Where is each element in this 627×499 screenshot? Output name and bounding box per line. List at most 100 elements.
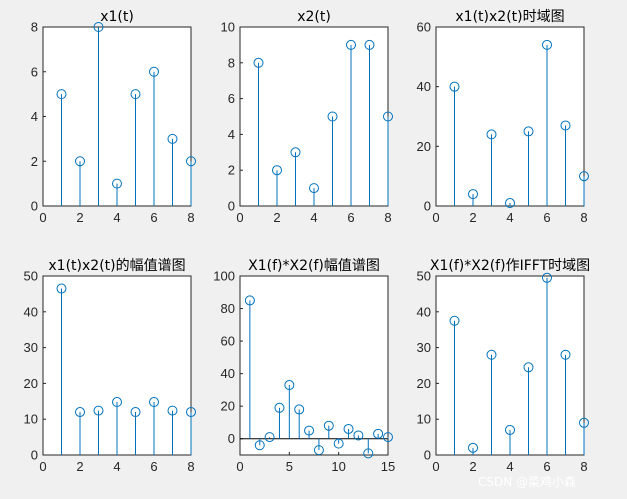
axes-box — [239, 26, 389, 207]
x-tick-label: 6 — [347, 210, 354, 225]
stem-marker — [579, 171, 589, 182]
x-tick-label: 2 — [469, 459, 476, 474]
stem-marker — [346, 39, 356, 50]
stem-marker — [560, 120, 571, 131]
stem-marker — [364, 39, 375, 50]
stem-marker — [244, 295, 255, 306]
x-tick-label: 4 — [506, 459, 513, 474]
subplot-title: x1(t)x2(t)时域图 — [455, 9, 564, 25]
y-tick-label: 0 — [31, 448, 38, 463]
stem-marker — [468, 189, 478, 200]
y-tick-label: 6 — [31, 64, 38, 79]
y-tick-label: 20 — [417, 139, 431, 154]
x-tick-label: 0 — [236, 459, 243, 474]
x-tick-label: 8 — [187, 459, 194, 474]
y-tick-label: 40 — [24, 304, 38, 319]
axes-box — [435, 275, 585, 456]
watermark: CSDN @菜鸡小森 — [478, 474, 576, 489]
x-tick-label: 8 — [580, 210, 587, 225]
y-tick-label: 60 — [221, 334, 235, 349]
subplot-title: x2(t) — [297, 9, 331, 25]
x-tick-label: 4 — [113, 459, 120, 474]
y-tick-label: 50 — [417, 269, 431, 284]
x-tick-label: 6 — [543, 459, 550, 474]
y-tick-label: 20 — [24, 376, 38, 391]
axes-box — [435, 26, 585, 207]
y-tick-label: 8 — [31, 20, 38, 35]
y-tick-label: 0 — [424, 448, 431, 463]
subplot-2: 0 2 4 6 8 0 2 4 6 8 10 x2(t) — [221, 9, 393, 225]
x-tick-label: 4 — [113, 210, 120, 225]
stem-marker — [149, 66, 159, 77]
subplot-4: 0 2 4 6 8 0 10 20 30 40 50 x1(t)x2(t)的幅值谱图 — [24, 258, 196, 474]
stem-marker — [253, 57, 264, 68]
y-tick-label: 2 — [31, 154, 38, 169]
stem-marker — [449, 81, 460, 92]
y-tick-label: 20 — [221, 399, 235, 414]
y-tick-label: 0 — [31, 199, 38, 214]
subplot-title: X1(f)*X2(f)作IFFT时域图 — [430, 258, 590, 274]
y-tick-label: 20 — [417, 376, 431, 391]
x-tick-label: 2 — [76, 210, 83, 225]
y-tick-label: 80 — [221, 301, 235, 316]
stem-marker — [542, 39, 552, 50]
stem-marker — [186, 156, 196, 167]
stem-marker — [523, 362, 534, 373]
stem-marker — [186, 407, 196, 418]
stem-marker — [523, 126, 534, 137]
subplot-title: x1(t)x2(t)的幅值谱图 — [48, 258, 185, 274]
y-tick-label: 40 — [417, 304, 431, 319]
stem-marker — [93, 405, 104, 416]
stem-marker — [343, 423, 354, 434]
x-tick-label: 6 — [543, 210, 550, 225]
stem-marker — [93, 22, 104, 32]
y-tick-label: 10 — [221, 20, 235, 35]
y-tick-label: 40 — [417, 79, 431, 94]
stem-marker — [75, 407, 85, 418]
subplot-title: X1(f)*X2(f)幅值谱图 — [248, 258, 380, 274]
stem-marker — [383, 432, 393, 443]
stem-marker — [75, 156, 85, 167]
stem-marker — [112, 178, 122, 189]
x-tick-label: 2 — [273, 210, 280, 225]
stem-marker — [309, 183, 319, 194]
axes-box — [42, 26, 192, 207]
stem-marker — [468, 442, 478, 453]
stem-marker — [112, 397, 122, 408]
stem-marker — [383, 111, 393, 122]
stem-marker — [294, 404, 305, 415]
stem-marker — [254, 440, 265, 451]
x-tick-label: 5 — [286, 459, 293, 474]
axes-box — [239, 275, 389, 456]
stem-marker — [486, 349, 497, 360]
stem-marker — [579, 417, 589, 428]
y-tick-label: 60 — [417, 20, 431, 35]
x-tick-label: 8 — [580, 459, 587, 474]
stem-marker — [272, 165, 282, 176]
stem-marker — [56, 283, 67, 294]
x-tick-label: 0 — [432, 210, 439, 225]
y-tick-label: 6 — [228, 91, 235, 106]
x-tick-label: 8 — [187, 210, 194, 225]
stem-marker — [505, 198, 515, 209]
x-tick-label: 8 — [384, 210, 391, 225]
x-tick-label: 0 — [39, 459, 46, 474]
x-tick-label: 2 — [76, 459, 83, 474]
stem-marker — [313, 445, 324, 456]
stem-marker — [274, 402, 285, 413]
y-tick-label: 100 — [213, 269, 235, 284]
stem-marker — [505, 424, 515, 435]
subplot-5: 0 5 10 15 0 20 40 60 80 100 X1(f)*X2(f)幅值谱图 — [213, 258, 395, 474]
stem-marker — [167, 133, 178, 144]
y-tick-label: 30 — [24, 340, 38, 355]
stem-marker — [149, 397, 159, 408]
subplot-3: 0 2 4 6 8 0 20 40 60 x1(t)x2(t)时域图 — [417, 9, 589, 225]
x-tick-label: 2 — [469, 210, 476, 225]
stem-marker — [284, 380, 295, 391]
x-tick-label: 15 — [381, 459, 395, 474]
x-tick-label: 0 — [432, 459, 439, 474]
stem-marker — [130, 89, 141, 100]
